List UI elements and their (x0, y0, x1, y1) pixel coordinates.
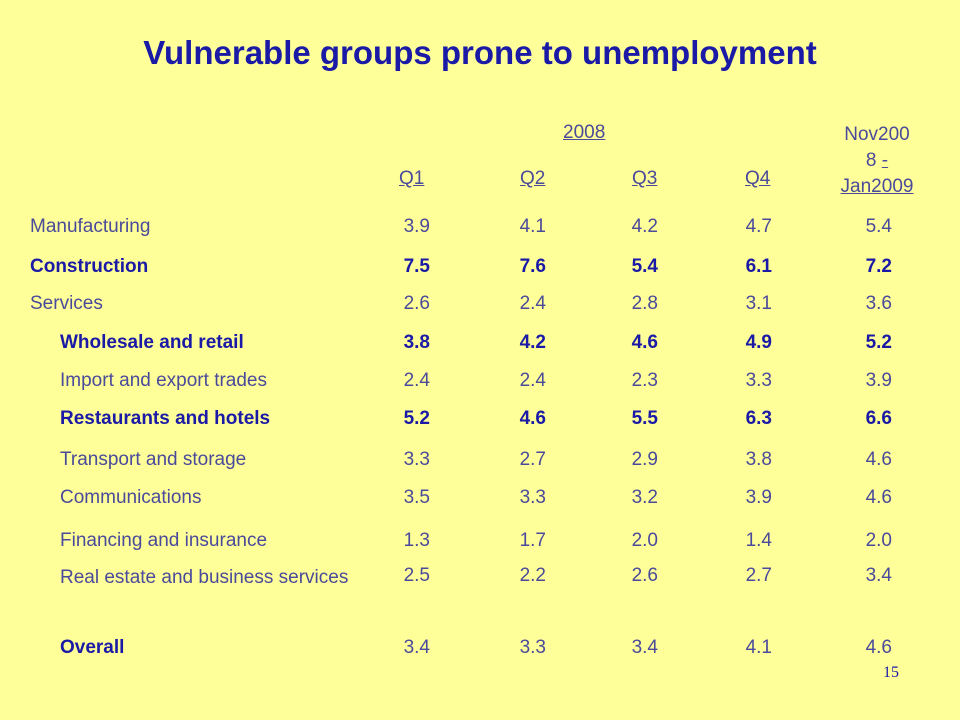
cell-latest: 7.2 (865, 256, 892, 277)
cell-latest: 6.6 (865, 408, 892, 429)
cell-latest: 3.4 (865, 565, 892, 586)
latest-header-line3: Jan2009 (840, 176, 914, 197)
column-header-latest: Nov200 8 - Jan2009 (820, 122, 934, 200)
row-label: Wholesale and retail (60, 332, 244, 353)
cell-q2: 7.6 (519, 256, 546, 277)
cell-q2: 4.6 (519, 408, 546, 429)
latest-header-dash: - (881, 150, 889, 171)
cell-q1: 2.4 (403, 370, 430, 391)
cell-q4: 4.9 (745, 332, 772, 353)
row-label: Financing and insurance (60, 530, 268, 551)
page-number: 15 (883, 664, 899, 681)
cell-latest: 5.2 (865, 332, 892, 353)
row-label: Overall (60, 637, 125, 658)
cell-q2: 2.7 (519, 449, 546, 470)
cell-q3: 4.6 (631, 332, 658, 353)
cell-q1: 2.5 (403, 565, 430, 586)
row-label: Construction (30, 256, 149, 277)
cell-q1: 7.5 (403, 256, 430, 277)
cell-q2: 2.4 (519, 293, 546, 314)
cell-q4: 3.1 (745, 293, 772, 314)
cell-q4: 4.7 (745, 216, 772, 237)
cell-latest: 4.6 (865, 487, 892, 508)
latest-header-line1: Nov200 (844, 124, 910, 145)
cell-q4: 3.9 (745, 487, 772, 508)
cell-latest: 5.4 (865, 216, 892, 237)
cell-q3: 3.4 (631, 637, 658, 658)
cell-q3: 3.2 (631, 487, 658, 508)
cell-q3: 2.0 (631, 530, 658, 551)
row-label: Real estate and business services (60, 567, 349, 588)
cell-q1: 3.5 (403, 487, 430, 508)
cell-latest: 3.9 (865, 370, 892, 391)
row-label: Communications (60, 487, 202, 508)
cell-q4: 6.3 (745, 408, 772, 429)
cell-q4: 6.1 (745, 256, 772, 277)
cell-latest: 3.6 (865, 293, 892, 314)
cell-q1: 1.3 (403, 530, 430, 551)
cell-q2: 3.3 (519, 487, 546, 508)
cell-q3: 2.8 (631, 293, 658, 314)
column-header-q1: Q1 (399, 168, 425, 189)
cell-q1: 2.6 (403, 293, 430, 314)
cell-q1: 3.4 (403, 637, 430, 658)
cell-q3: 4.2 (631, 216, 658, 237)
cell-q4: 3.3 (745, 370, 772, 391)
cell-q2: 2.2 (519, 565, 546, 586)
year-header: 2008 (563, 122, 606, 143)
latest-header-line2-text: 8 (865, 150, 882, 171)
row-label: Restaurants and hotels (60, 408, 271, 429)
cell-q3: 2.6 (631, 565, 658, 586)
cell-q1: 3.8 (403, 332, 430, 353)
cell-q3: 2.3 (631, 370, 658, 391)
cell-q2: 2.4 (519, 370, 546, 391)
cell-q1: 3.3 (403, 449, 430, 470)
column-header-q3: Q3 (632, 168, 658, 189)
cell-q2: 1.7 (519, 530, 546, 551)
cell-q4: 2.7 (745, 565, 772, 586)
cell-q2: 4.2 (519, 332, 546, 353)
latest-header-line2: 8 - (820, 148, 934, 174)
row-label: Manufacturing (30, 216, 151, 237)
cell-q2: 4.1 (519, 216, 546, 237)
cell-q3: 5.5 (631, 408, 658, 429)
row-label: Services (30, 293, 103, 314)
cell-q4: 1.4 (745, 530, 772, 551)
cell-q4: 4.1 (745, 637, 772, 658)
row-label: Transport and storage (60, 449, 247, 470)
cell-latest: 4.6 (865, 449, 892, 470)
slide-title: Vulnerable groups prone to unemployment (143, 34, 817, 71)
cell-latest: 4.6 (865, 637, 892, 658)
cell-q1: 5.2 (403, 408, 430, 429)
cell-q3: 2.9 (631, 449, 658, 470)
column-header-q2: Q2 (520, 168, 546, 189)
cell-q2: 3.3 (519, 637, 546, 658)
cell-q1: 3.9 (403, 216, 430, 237)
cell-q4: 3.8 (745, 449, 772, 470)
cell-q3: 5.4 (631, 256, 658, 277)
row-label: Import and export trades (60, 370, 267, 391)
cell-latest: 2.0 (865, 530, 892, 551)
column-header-q4: Q4 (745, 168, 771, 189)
